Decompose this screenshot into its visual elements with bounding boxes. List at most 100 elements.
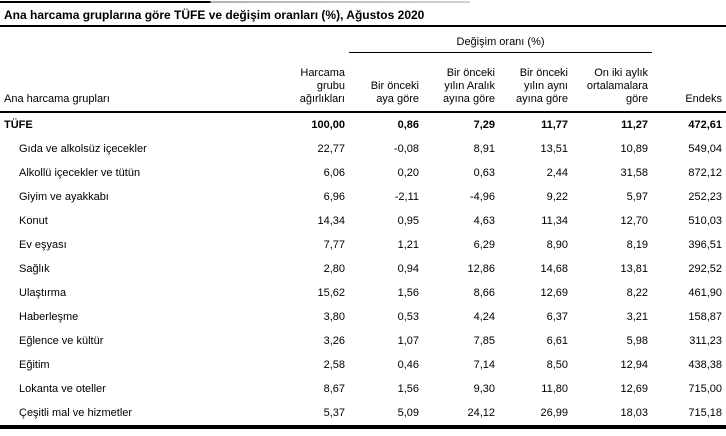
row-label: TÜFE — [4, 119, 33, 131]
row-value: 0,86 — [397, 119, 419, 131]
row-value: 6,06 — [323, 167, 345, 179]
table-row: Gıda ve alkolsüz içecekler 22,77 -0,08 8,91… — [0, 137, 726, 161]
row-value: 9,30 — [473, 383, 495, 395]
row-label: Eğlence ve kültür — [19, 335, 104, 347]
row-value: 1,21 — [397, 239, 419, 251]
row-value: 18,03 — [620, 407, 649, 419]
row-value: 6,61 — [546, 335, 568, 347]
top-edge-line — [0, 1, 470, 3]
row-value: 14,34 — [317, 215, 345, 227]
row-value: 12,69 — [620, 383, 649, 395]
table-row: TÜFE 100,00 0,86 7,29 11,77 11,27 472,61 — [0, 112, 726, 137]
row-value: 8,22 — [626, 287, 649, 299]
table-body: TÜFE 100,00 0,86 7,29 11,77 11,27 472,61 Gıda v… — [0, 112, 726, 427]
row-value: 22,77 — [317, 143, 345, 155]
row-value: 12,69 — [540, 287, 568, 299]
row-value: 13,81 — [620, 263, 649, 275]
row-value: 11,77 — [541, 119, 568, 131]
row-value: 6,96 — [323, 191, 345, 203]
row-value: 0,63 — [473, 167, 495, 179]
row-value: 12,86 — [467, 263, 495, 275]
row-value: 8,66 — [473, 287, 495, 299]
row-value: 3,80 — [323, 311, 345, 323]
table-row: Konut 14,34 0,95 4,63 11,34 12,70 510,03 — [0, 209, 726, 233]
row-label: Ulaştırma — [19, 287, 67, 299]
row-value: 6,29 — [473, 239, 495, 251]
row-value: 100,00 — [311, 119, 345, 131]
row-label: Gıda ve alkolsüz içecekler — [19, 143, 147, 155]
row-value: 24,12 — [467, 407, 495, 419]
row-value: 158,87 — [688, 311, 723, 323]
row-label: Çeşitli mal ve hizmetler — [19, 407, 133, 419]
row-value: 11,80 — [541, 383, 568, 395]
group-header-spacer-right — [652, 27, 726, 53]
row-value: 1,56 — [397, 287, 419, 299]
row-value: 1,56 — [397, 383, 419, 395]
row-value: 2,58 — [323, 359, 345, 371]
row-value: 12,70 — [620, 215, 649, 227]
group-header-row: Değişim oranı (%) — [0, 27, 726, 53]
table-row: Giyim ve ayakkabı 6,96 -2,11 -4,96 9,22 5,97 2… — [0, 185, 726, 209]
row-label: Haberleşme — [19, 311, 79, 323]
row-label: Ev eşyası — [19, 239, 67, 251]
row-value: 12,94 — [620, 359, 649, 371]
column-header-main-groups: Ana harcama grupları — [0, 52, 271, 113]
row-value: 8,50 — [546, 359, 568, 371]
row-value: 252,23 — [688, 191, 723, 203]
row-value: 292,52 — [688, 263, 723, 275]
table-row: Lokanta ve oteller 8,67 1,56 9,30 11,80 12,69… — [0, 377, 726, 401]
row-value: 8,91 — [473, 143, 495, 155]
row-value: 0,95 — [397, 215, 419, 227]
column-header-index: Endeks — [652, 52, 726, 113]
row-value: 0,94 — [397, 263, 419, 275]
row-value: -0,08 — [393, 143, 419, 155]
table-row: Alkollü içecekler ve tütün 6,06 0,20 0,63 2,… — [0, 161, 726, 185]
row-value: 0,53 — [397, 311, 419, 323]
row-value: 872,12 — [688, 167, 723, 179]
row-value: 7,29 — [473, 119, 495, 131]
row-value: 510,03 — [688, 215, 723, 227]
row-value: 4,63 — [473, 215, 495, 227]
row-value: 13,51 — [540, 143, 568, 155]
group-header-change-rate: Değişim oranı (%) — [349, 27, 653, 53]
group-header-spacer-left — [0, 27, 349, 53]
row-value: 11,34 — [541, 215, 568, 227]
row-label: Giyim ve ayakkabı — [19, 191, 109, 203]
row-value: 3,26 — [323, 335, 345, 347]
row-value: 0,46 — [397, 359, 419, 371]
row-label: Lokanta ve oteller — [19, 383, 106, 395]
row-label: Sağlık — [19, 263, 50, 275]
row-value: 5,09 — [397, 407, 419, 419]
row-value: 0,20 — [397, 167, 419, 179]
row-value: 715,18 — [688, 407, 723, 419]
row-value: 31,58 — [620, 167, 649, 179]
row-value: 9,22 — [546, 191, 568, 203]
row-value: 549,04 — [688, 143, 723, 155]
row-value: 461,90 — [688, 287, 723, 299]
row-value: -4,96 — [469, 191, 495, 203]
row-value: 311,23 — [689, 335, 723, 347]
row-label: Alkollü içecekler ve tütün — [19, 167, 141, 179]
column-header-year-over-year: Bir önceki yılın aynı ayına göre — [499, 52, 572, 113]
row-value: -2,11 — [394, 191, 419, 203]
row-value: 396,51 — [688, 239, 723, 251]
row-value: 3,21 — [626, 311, 649, 323]
table-row: Ev eşyası 7,77 1,21 6,29 8,90 8,19 396,51 — [0, 233, 726, 257]
row-value: 4,24 — [473, 311, 495, 323]
table-row: Ulaştırma 15,62 1,56 8,66 12,69 8,22 461,90 — [0, 281, 726, 305]
table-row: Sağlık 2,80 0,94 12,86 14,68 13,81 292,52 — [0, 257, 726, 281]
table-row: Haberleşme 3,80 0,53 4,24 6,37 3,21 158,87 — [0, 305, 726, 329]
row-value: 7,77 — [323, 239, 345, 251]
row-value: 2,80 — [323, 263, 345, 275]
row-value: 7,85 — [473, 335, 495, 347]
row-label: Konut — [19, 215, 48, 227]
row-label: Eğitim — [19, 359, 50, 371]
row-value: 26,99 — [540, 407, 568, 419]
row-value: 14,68 — [540, 263, 568, 275]
table-header: Değişim oranı (%) Ana harcama grupları H… — [0, 27, 726, 113]
row-value: 8,67 — [323, 383, 345, 395]
row-value: 11,27 — [621, 119, 649, 131]
row-value: 8,90 — [546, 239, 568, 251]
page-title: Ana harcama gruplarına göre TÜFE ve deği… — [0, 0, 726, 27]
